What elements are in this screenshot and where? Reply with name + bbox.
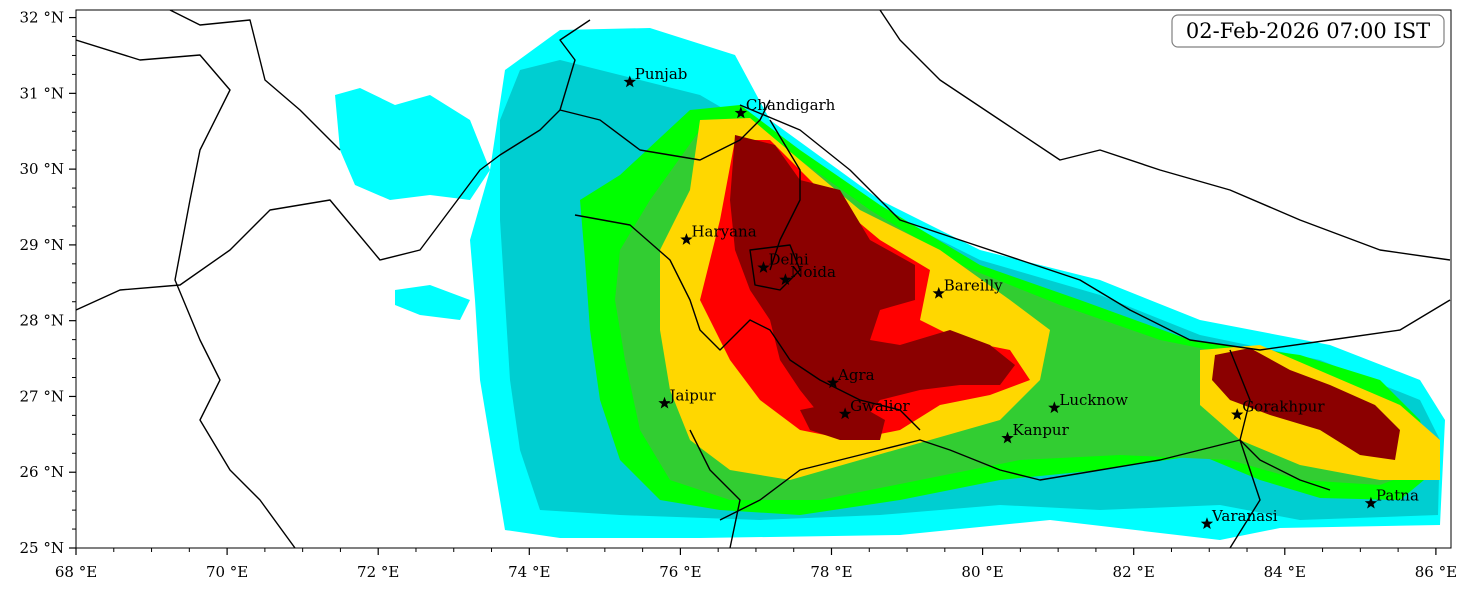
- shading-layer: [335, 28, 1445, 540]
- border-mp-rajasthan: [689, 429, 741, 548]
- shade-darkred-gwalior: [800, 400, 885, 440]
- shade-darkred: [730, 135, 1015, 425]
- border-pakistan-west: [76, 39, 296, 548]
- y-tick-label: 30 °N: [20, 160, 64, 178]
- city-star-icon: [1001, 431, 1014, 444]
- city-star-icon: [1200, 517, 1214, 530]
- timestamp-label: 02-Feb-2026 07:00 IST: [1186, 19, 1430, 43]
- city-label: Kanpur: [1013, 421, 1070, 439]
- x-tick-label: 84 °E: [1264, 563, 1306, 581]
- border-nepal-india: [739, 104, 1451, 351]
- border-pakistan-india: [76, 19, 591, 311]
- y-tick-label: 27 °N: [20, 387, 64, 405]
- city-star-icon: [838, 407, 852, 420]
- y-tick-label: 32 °N: [20, 9, 64, 27]
- city-label: Chandigarh: [746, 96, 836, 114]
- city-label: Bareilly: [944, 276, 1003, 294]
- y-tick-label: 26 °N: [20, 463, 64, 481]
- city-star-icon: [680, 233, 693, 245]
- border-afg: [169, 10, 341, 151]
- x-tick-label: 86 °E: [1415, 563, 1457, 581]
- plot-frame: [75, 9, 1452, 549]
- city-star-icon: [1048, 401, 1061, 414]
- boundary-layer: [76, 10, 1451, 548]
- x-axis: 68 °E 70 °E 72 °E 74 °E 76 °E 78 °E 80 °E 82 °E…: [55, 548, 1457, 581]
- y-tick-label: 28 °N: [20, 312, 64, 330]
- city-label: Patna: [1376, 486, 1419, 504]
- shade-darkred-east: [1212, 348, 1400, 460]
- city-star-icon: [1231, 408, 1244, 420]
- city-label: Punjab: [635, 65, 688, 83]
- city-label: Varanasi: [1211, 507, 1278, 525]
- timestamp-box: 02-Feb-2026 07:00 IST: [1171, 14, 1445, 48]
- y-axis: 25 °N 26 °N 27 °N 28 °N 29 °N 30 °N 31 °N 32 °N: [20, 9, 76, 557]
- city-star-icon: [826, 376, 840, 389]
- city-label: Gwalior: [850, 397, 910, 415]
- city-label: Noida: [790, 263, 836, 281]
- x-tick-label: 80 °E: [961, 563, 1003, 581]
- x-tick-label: 78 °E: [810, 563, 852, 581]
- x-tick-label: 74 °E: [508, 563, 550, 581]
- shade-cyan-west: [335, 88, 490, 200]
- city-label: Jaipur: [668, 386, 717, 404]
- city-label: Haryana: [691, 223, 756, 241]
- shade-cyan-patch: [395, 285, 470, 320]
- border-haryana-rajasthan: [574, 214, 921, 431]
- border-up-bihar: [1229, 349, 1261, 548]
- minor-ticks: [72, 36, 1399, 552]
- y-tick-label: 29 °N: [20, 236, 64, 254]
- city-label: Delhi: [769, 251, 809, 269]
- y-tick-label: 31 °N: [20, 84, 64, 102]
- city-star-icon: [623, 75, 636, 88]
- x-tick-label: 76 °E: [659, 563, 701, 581]
- city-label: Agra: [837, 366, 875, 384]
- city-star-icon: [1364, 496, 1378, 509]
- border-up-mp: [719, 439, 1331, 521]
- city-label: Gorakhpur: [1242, 398, 1325, 416]
- city-star-icon: [779, 273, 792, 286]
- city-label: Lucknow: [1059, 391, 1128, 409]
- x-tick-label: 72 °E: [357, 563, 399, 581]
- city-star-icon: [932, 286, 945, 299]
- city-star-icon: [658, 396, 671, 409]
- city-star-icon: [734, 106, 748, 119]
- border-delhi: [749, 244, 801, 291]
- city-star-icon: [757, 261, 770, 273]
- border-nepal-north: [879, 10, 1451, 261]
- x-tick-label: 68 °E: [55, 563, 97, 581]
- y-tick-label: 25 °N: [20, 539, 64, 557]
- x-tick-label: 70 °E: [206, 563, 248, 581]
- border-uttarakhand: [769, 119, 801, 271]
- x-tick-label: 82 °E: [1113, 563, 1155, 581]
- border-haryana-punjab: [559, 99, 771, 161]
